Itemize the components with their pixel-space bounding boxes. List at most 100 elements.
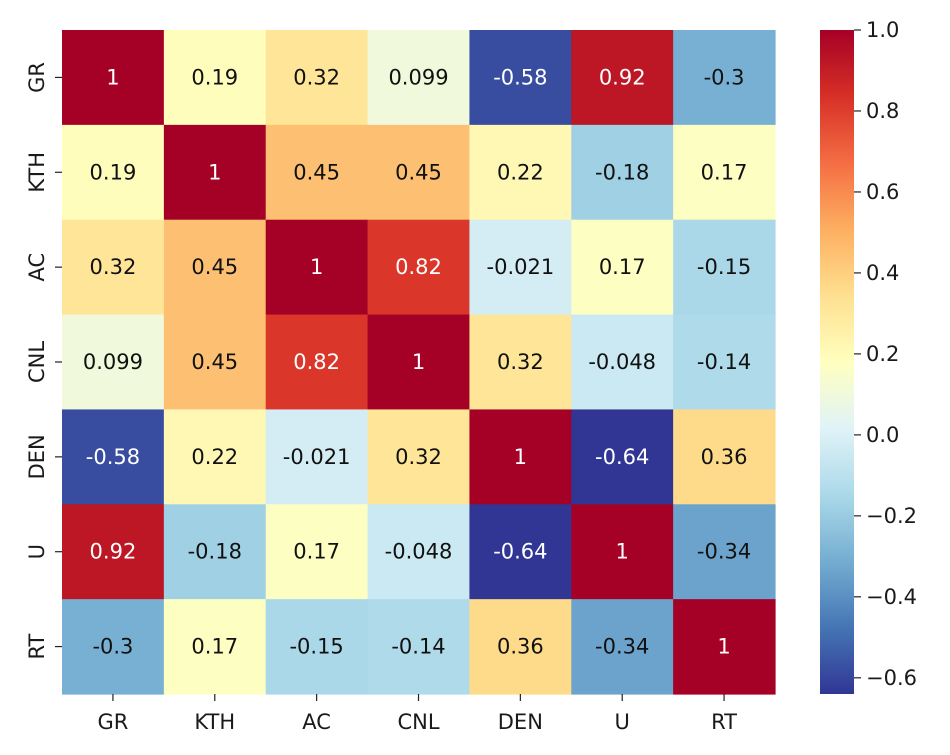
x-tick-label: GR <box>97 710 128 734</box>
heatmap-cell <box>469 30 572 126</box>
cell-annotation: 0.45 <box>293 160 340 184</box>
heatmap-cell <box>571 124 674 221</box>
heatmap-cell <box>469 314 572 411</box>
heatmap-cell <box>469 219 572 316</box>
cell-annotation: 0.92 <box>90 540 137 564</box>
cell-annotation: 0.82 <box>293 350 340 374</box>
cell-annotation: 0.099 <box>83 350 143 374</box>
cell-annotation: -0.64 <box>595 445 649 469</box>
heatmap-cell <box>367 599 471 695</box>
cell-annotation: 0.22 <box>191 445 238 469</box>
cell-annotation: 0.32 <box>293 65 340 89</box>
heatmap-cell <box>367 219 471 316</box>
cell-annotation: -0.58 <box>493 65 547 89</box>
heatmap-cell <box>163 504 267 600</box>
heatmap-cell <box>367 314 471 411</box>
x-tick-label: CNL <box>397 710 439 734</box>
heatmap-cell <box>571 504 674 600</box>
cell-annotation: -0.64 <box>493 540 547 564</box>
x-axis: GR KTH AC CNL DEN U RT <box>97 694 737 734</box>
heatmap-cell <box>62 504 165 600</box>
heatmap-cell <box>571 30 674 126</box>
cell-annotation: -0.3 <box>704 65 745 89</box>
cell-annotation: 1 <box>717 635 730 659</box>
cell-annotation: -0.18 <box>595 160 649 184</box>
heatmap-cell <box>367 409 471 505</box>
y-tick-label: AC <box>25 253 49 282</box>
cell-annotation: 0.17 <box>293 540 340 564</box>
heatmap-cell <box>265 219 369 316</box>
cell-annotation: 1 <box>412 350 425 374</box>
cell-annotation: 0.82 <box>395 255 442 279</box>
x-tick-label: RT <box>711 710 737 734</box>
y-tick-label: U <box>25 544 49 559</box>
colorbar-tick-label: −0.6 <box>866 666 917 690</box>
cell-annotation: 1 <box>310 255 323 279</box>
heatmap-cell <box>571 409 674 505</box>
colorbar-tick-label: −0.2 <box>866 504 917 528</box>
cell-annotation: 0.32 <box>497 350 544 374</box>
heatmap-cell <box>163 124 267 221</box>
heatmap-cell <box>62 219 165 316</box>
cell-annotation: -0.34 <box>595 635 649 659</box>
heatmap-cell <box>673 409 776 505</box>
x-tick-label: KTH <box>194 710 235 734</box>
colorbar-tick-label: 0.6 <box>866 180 899 204</box>
heatmap-cell <box>265 30 369 126</box>
cell-annotation: 0.19 <box>90 160 137 184</box>
cell-annotation: 0.32 <box>90 255 137 279</box>
colorbar-tick-label: 0.2 <box>866 342 899 366</box>
y-tick-label: RT <box>25 633 49 659</box>
cell-annotation: -0.15 <box>697 255 751 279</box>
heatmap-cell <box>62 599 165 695</box>
cell-annotation: 1 <box>106 65 119 89</box>
cell-annotation: 0.17 <box>701 160 748 184</box>
heatmap-cell <box>62 409 165 505</box>
heatmap-cell <box>367 504 471 600</box>
colorbar-tick-label: 0.0 <box>866 423 899 447</box>
heatmap-cell <box>673 124 776 221</box>
cell-annotation: 0.099 <box>388 65 448 89</box>
heatmap-cell <box>265 314 369 411</box>
cell-annotation: -0.18 <box>188 540 242 564</box>
cell-annotation: 0.22 <box>497 160 544 184</box>
x-tick-label: DEN <box>498 710 543 734</box>
x-tick-label: U <box>615 710 630 734</box>
cell-annotation: 0.36 <box>701 445 748 469</box>
heatmap-cell <box>265 504 369 600</box>
heatmap-cell <box>673 504 776 600</box>
cell-annotation: 0.17 <box>599 255 646 279</box>
cell-annotation: -0.14 <box>697 350 751 374</box>
cell-annotation: -0.021 <box>487 255 555 279</box>
cell-annotation: -0.58 <box>86 445 140 469</box>
heatmap-cell <box>673 314 776 411</box>
cell-annotation: -0.34 <box>697 540 751 564</box>
cell-annotation: -0.021 <box>283 445 351 469</box>
heatmap-cell <box>163 409 267 505</box>
heatmap-cell <box>469 599 572 695</box>
y-tick-label: KTH <box>25 152 49 193</box>
cell-annotation: 0.45 <box>395 160 442 184</box>
cell-annotation: 0.32 <box>395 445 442 469</box>
colorbar-tick-label: 0.8 <box>866 99 899 123</box>
cell-annotation: 0.36 <box>497 635 544 659</box>
cell-annotation: 1 <box>616 540 629 564</box>
heatmap-cells: 1 0.19 0.32 0.099 -0.58 0.92 -0.3 0.19 1 0.45 0.45… <box>62 30 776 695</box>
heatmap-cell <box>163 219 267 316</box>
y-tick-label: GR <box>25 62 49 93</box>
cell-annotation: 0.17 <box>191 635 238 659</box>
cell-annotation: -0.3 <box>92 635 133 659</box>
colorbar-tick-label: −0.4 <box>866 585 917 609</box>
cell-annotation: 0.45 <box>191 350 238 374</box>
heatmap-cell <box>163 599 267 695</box>
heatmap-cell <box>469 124 572 221</box>
colorbar-tick-label: 0.4 <box>866 261 899 285</box>
y-tick-label: CNL <box>25 341 49 383</box>
heatmap-cell <box>469 504 572 600</box>
cell-annotation: 0.19 <box>191 65 238 89</box>
heatmap-cell <box>673 219 776 316</box>
cell-annotation: 1 <box>208 160 221 184</box>
y-tick-label: DEN <box>25 434 49 479</box>
heatmap-cell <box>265 124 369 221</box>
